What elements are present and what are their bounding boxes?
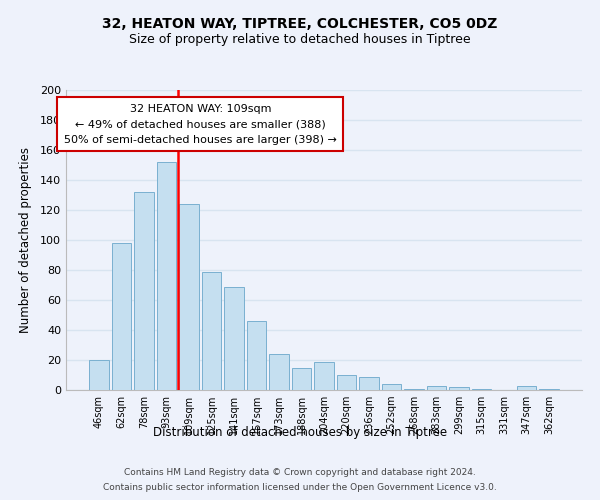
Text: Contains public sector information licensed under the Open Government Licence v3: Contains public sector information licen… — [103, 483, 497, 492]
Bar — [337, 375, 356, 390]
Text: Size of property relative to detached houses in Tiptree: Size of property relative to detached ho… — [129, 32, 471, 46]
Text: 32 HEATON WAY: 109sqm
← 49% of detached houses are smaller (388)
50% of semi-det: 32 HEATON WAY: 109sqm ← 49% of detached … — [64, 104, 337, 144]
Text: 32, HEATON WAY, TIPTREE, COLCHESTER, CO5 0DZ: 32, HEATON WAY, TIPTREE, COLCHESTER, CO5… — [103, 18, 497, 32]
Bar — [202, 272, 221, 390]
Bar — [404, 388, 424, 390]
Bar — [89, 360, 109, 390]
Bar — [179, 204, 199, 390]
Bar — [314, 362, 334, 390]
Bar — [224, 286, 244, 390]
Bar — [292, 368, 311, 390]
Bar — [449, 387, 469, 390]
Bar — [382, 384, 401, 390]
Bar — [134, 192, 154, 390]
Text: Contains HM Land Registry data © Crown copyright and database right 2024.: Contains HM Land Registry data © Crown c… — [124, 468, 476, 477]
Y-axis label: Number of detached properties: Number of detached properties — [19, 147, 32, 333]
Bar — [269, 354, 289, 390]
Bar — [517, 386, 536, 390]
Bar — [112, 243, 131, 390]
Bar — [359, 376, 379, 390]
Bar — [539, 388, 559, 390]
Bar — [247, 321, 266, 390]
Text: Distribution of detached houses by size in Tiptree: Distribution of detached houses by size … — [153, 426, 447, 439]
Bar — [157, 162, 176, 390]
Bar — [427, 386, 446, 390]
Bar — [472, 388, 491, 390]
